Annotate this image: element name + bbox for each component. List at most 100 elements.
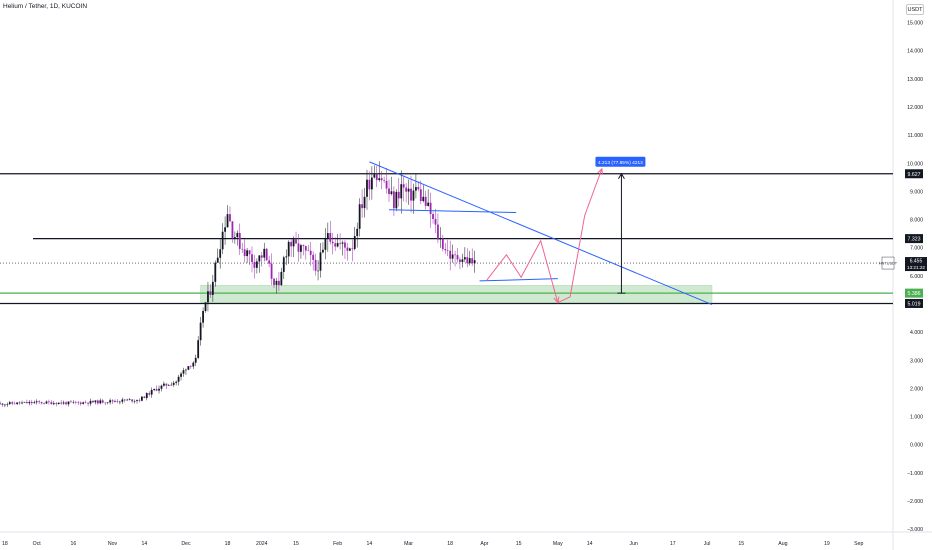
candle-body bbox=[351, 248, 354, 250]
candle-body bbox=[219, 249, 222, 258]
x-tick-label: 15 bbox=[738, 541, 744, 547]
candle-body bbox=[109, 400, 111, 403]
candle-body bbox=[363, 196, 366, 209]
candle-body bbox=[104, 402, 107, 404]
candle-body bbox=[216, 257, 219, 263]
candle-body bbox=[150, 389, 153, 395]
candle-body bbox=[13, 403, 16, 405]
candle-body bbox=[145, 393, 148, 399]
candle-body bbox=[221, 231, 224, 250]
x-tick-label: Sep bbox=[854, 541, 863, 547]
candle-body bbox=[236, 232, 239, 238]
candle-body bbox=[258, 255, 261, 262]
candle-body bbox=[324, 238, 327, 250]
candle-body bbox=[461, 259, 464, 263]
level-price-label: 7.323 bbox=[908, 237, 921, 243]
candle-body bbox=[466, 257, 469, 264]
candle-body bbox=[96, 400, 99, 404]
candle-body bbox=[118, 401, 121, 403]
candle-body bbox=[33, 402, 36, 404]
candle-body bbox=[101, 400, 104, 403]
candle-body bbox=[70, 401, 72, 403]
candle-body bbox=[67, 401, 70, 405]
countdown-label: 13:21:22 bbox=[907, 265, 925, 270]
candle-body bbox=[454, 254, 456, 256]
projection-arrowhead-down bbox=[553, 296, 560, 304]
candle-body bbox=[331, 241, 334, 244]
candle-body bbox=[1, 403, 4, 405]
candle-body bbox=[185, 369, 187, 371]
candle-body bbox=[136, 400, 138, 401]
candle-body bbox=[439, 238, 442, 240]
candle-body bbox=[231, 221, 234, 239]
projection-path[interactable] bbox=[486, 168, 603, 304]
candle-body bbox=[94, 400, 97, 403]
candle-body bbox=[82, 402, 85, 404]
candle-body bbox=[280, 271, 283, 286]
candle-body bbox=[297, 243, 300, 252]
candle-body bbox=[48, 401, 50, 403]
currency-selector[interactable]: USDT bbox=[906, 4, 924, 15]
candle-body bbox=[419, 189, 422, 201]
y-tick-label: 14.000 bbox=[907, 49, 923, 55]
level-price-box bbox=[905, 169, 923, 179]
x-tick-label: 18 bbox=[2, 541, 8, 547]
candle-body bbox=[361, 204, 363, 209]
candle-body bbox=[8, 402, 11, 405]
level-price-box bbox=[905, 234, 923, 244]
y-tick-label: −1.000 bbox=[907, 471, 923, 477]
candle-body bbox=[317, 270, 319, 272]
x-tick-label: 2024 bbox=[256, 541, 268, 547]
level-price-label: 5.386 bbox=[908, 291, 921, 297]
candle-body bbox=[383, 180, 386, 181]
x-tick-label: 16 bbox=[71, 541, 77, 547]
candle-body bbox=[304, 246, 307, 251]
level-price-label: 5.019 bbox=[908, 301, 921, 307]
candle-body bbox=[26, 401, 28, 404]
x-tick-label: 14 bbox=[141, 541, 147, 547]
candle-body bbox=[437, 224, 439, 240]
candle-body bbox=[312, 254, 315, 260]
candle-body bbox=[444, 249, 447, 251]
candle-body bbox=[302, 245, 305, 247]
candle-body bbox=[224, 227, 226, 232]
level-price-label: 9.627 bbox=[908, 172, 921, 178]
candle-body bbox=[106, 402, 109, 403]
candle-body bbox=[155, 388, 158, 391]
candle-body bbox=[189, 366, 192, 367]
candle-body bbox=[309, 250, 312, 255]
candle-body bbox=[334, 243, 337, 247]
candle-body bbox=[248, 250, 251, 255]
candle-body bbox=[45, 401, 48, 404]
candle-body bbox=[35, 401, 38, 403]
candle-body bbox=[390, 191, 393, 195]
candle-body bbox=[397, 191, 400, 199]
last-price-label: 6.455 bbox=[910, 259, 923, 265]
candle-body bbox=[30, 401, 33, 404]
measure-label-box bbox=[595, 156, 646, 167]
candle-body bbox=[60, 402, 63, 404]
trendline[interactable] bbox=[369, 161, 713, 306]
candle-body bbox=[87, 402, 89, 404]
trendline[interactable] bbox=[388, 209, 517, 214]
support-zone[interactable] bbox=[200, 285, 713, 303]
candle-body bbox=[199, 322, 202, 341]
candle-body bbox=[23, 401, 26, 403]
candle-body bbox=[336, 243, 339, 247]
candle-body bbox=[204, 302, 207, 312]
candle-body bbox=[79, 402, 82, 404]
candle-body bbox=[368, 179, 371, 190]
candle-body bbox=[434, 219, 437, 225]
candle-body bbox=[138, 400, 141, 401]
x-tick-label: Apr bbox=[480, 541, 488, 547]
candle-body bbox=[417, 187, 420, 190]
trendline[interactable] bbox=[479, 278, 558, 282]
candle-body bbox=[456, 255, 459, 260]
candle-body bbox=[348, 248, 351, 251]
x-tick-label: 15 bbox=[293, 541, 299, 547]
candle-body bbox=[473, 260, 476, 264]
candle-body bbox=[131, 399, 134, 402]
candle-body bbox=[116, 401, 119, 402]
candle-body bbox=[202, 311, 204, 323]
